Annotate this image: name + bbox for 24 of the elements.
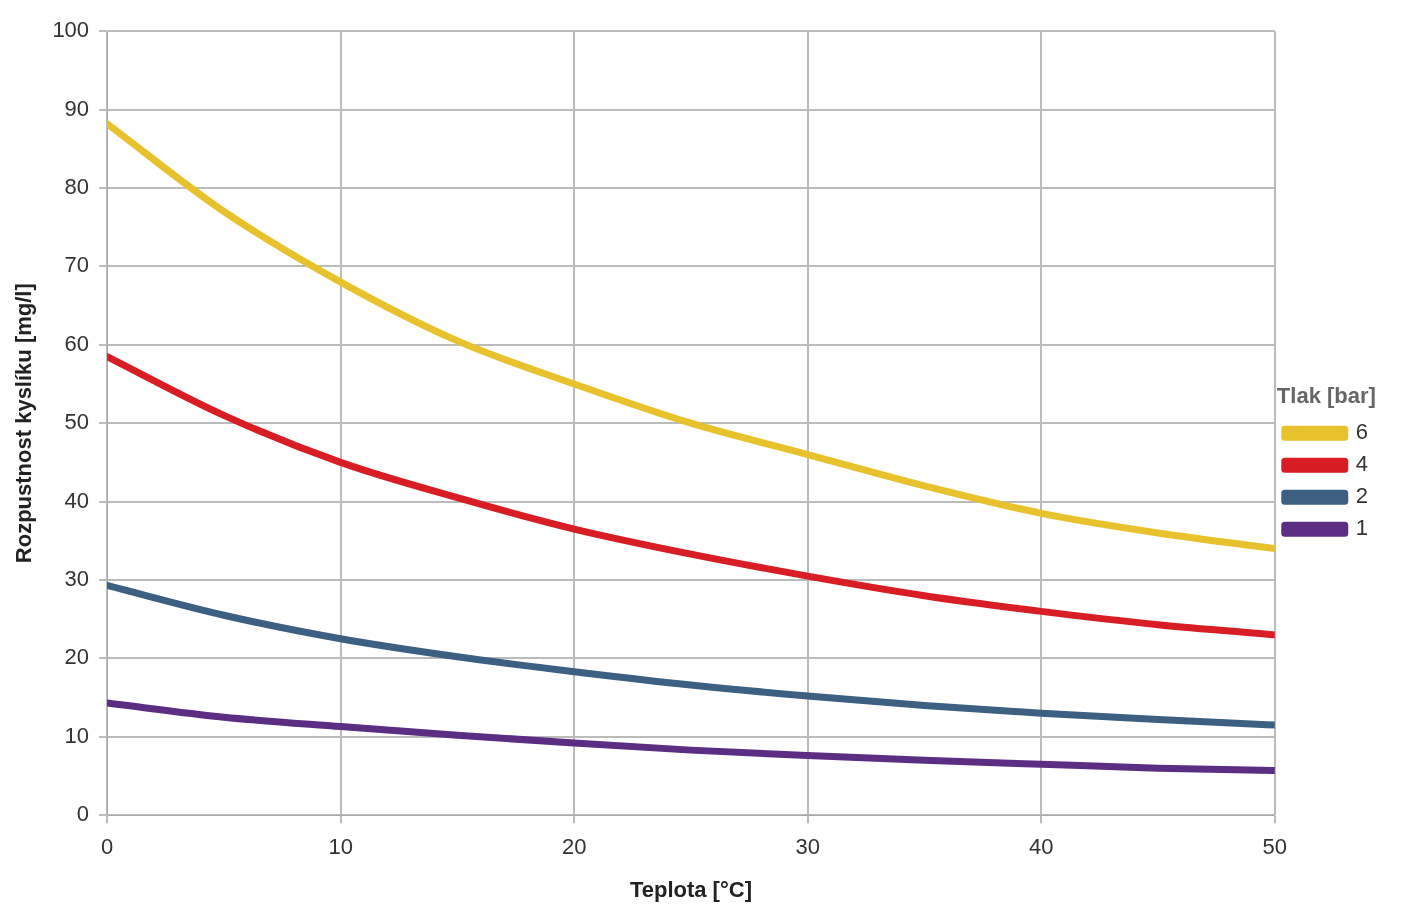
y-tick-label: 10	[64, 722, 90, 748]
y-tick-label: 40	[64, 487, 90, 513]
y-tick-label: 70	[64, 252, 90, 278]
x-tick-label: 10	[328, 834, 353, 860]
legend-label: 2	[1355, 483, 1369, 509]
x-tick-label: 30	[795, 834, 820, 860]
legend-label: 4	[1355, 451, 1369, 477]
y-tick-label: 90	[64, 95, 90, 121]
y-tick-label: 50	[64, 409, 90, 435]
legend-label: 1	[1355, 515, 1369, 541]
y-tick-label: 20	[64, 644, 90, 670]
legend-label: 6	[1355, 419, 1369, 445]
x-tick-label: 20	[561, 834, 587, 860]
y-tick-label: 0	[76, 801, 90, 827]
y-tick-label: 30	[64, 566, 90, 592]
y-tick-label: 100	[52, 17, 90, 43]
y-axis-title: Rozpustnost kyslíku [mg/l]	[11, 283, 37, 564]
legend-title: Tlak [bar]	[1276, 382, 1376, 408]
x-tick-label: 40	[1028, 834, 1054, 860]
x-tick-label: 0	[100, 834, 114, 860]
x-tick-label: 50	[1262, 834, 1288, 860]
y-tick-label: 60	[64, 330, 90, 356]
y-tick-label: 80	[64, 174, 90, 200]
x-axis-title: Teplota [°C]	[629, 876, 752, 902]
